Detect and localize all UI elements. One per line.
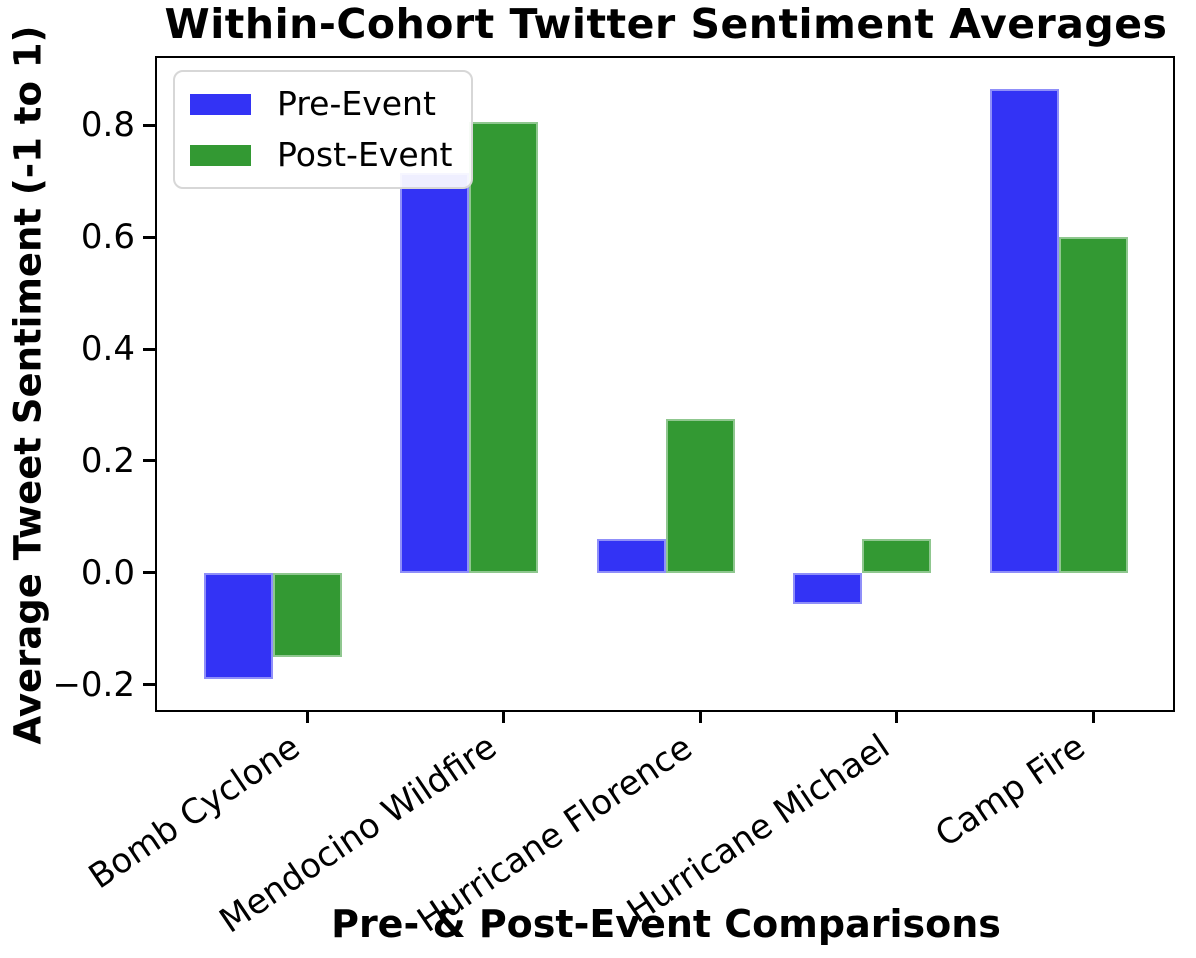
bar-post-event-bomb-cyclone [272, 572, 342, 657]
bar-pre-event-camp-fire [989, 88, 1059, 573]
y-tick-mark [143, 683, 155, 687]
legend-entry-post-event: Post-Event [190, 136, 453, 174]
bar-post-event-mendocino-wildfire [469, 122, 538, 573]
y-tick-label: 0.8 [80, 105, 135, 146]
bar-pre-event-hurricane-michael [793, 572, 862, 604]
x-tick-mark [698, 712, 702, 723]
legend-label-pre-event: Pre-Event [277, 84, 436, 123]
y-tick-mark [143, 571, 155, 575]
x-tick-label-camp-fire: Camp Fire [928, 727, 1093, 856]
y-tick-mark [143, 235, 155, 239]
y-tick-label: 0.2 [80, 440, 135, 481]
y-tick-mark [143, 123, 155, 127]
plot-area: Pre-Event Post-Event 0.8 0.6 0.4 0.2 0.0 −0.2… [52, 56, 1175, 941]
legend-entry-pre-event: Pre-Event [190, 85, 453, 123]
bar-post-event-camp-fire [1058, 237, 1128, 573]
x-tick-mark [305, 712, 309, 723]
bar-post-event-hurricane-michael [862, 539, 931, 573]
y-tick-label: 0.6 [80, 217, 135, 258]
x-axis-label: Pre- & Post-Event Comparisons [331, 902, 1001, 946]
x-tick-mark [1091, 712, 1095, 723]
bar-pre-event-bomb-cyclone [203, 572, 273, 680]
y-tick-label: 0.0 [80, 552, 135, 593]
y-tick-label: −0.2 [52, 664, 135, 705]
legend: Pre-Event Post-Event [173, 70, 473, 189]
legend-swatch-pre-event-icon [190, 93, 251, 115]
legend-swatch-post-event-icon [190, 144, 251, 166]
legend-label-post-event: Post-Event [277, 135, 453, 174]
y-tick-label: 0.4 [80, 329, 135, 370]
bar-post-event-hurricane-florence [665, 418, 735, 573]
x-tick-mark [502, 712, 505, 723]
bar-pre-event-hurricane-florence [596, 539, 666, 573]
chart-title: Within-Cohort Twitter Sentiment Averages [164, 0, 1168, 48]
y-tick-mark [143, 347, 155, 351]
y-tick-mark [143, 459, 155, 463]
bar-pre-event-mendocino-wildfire [400, 172, 469, 573]
x-tick-mark [895, 712, 898, 723]
